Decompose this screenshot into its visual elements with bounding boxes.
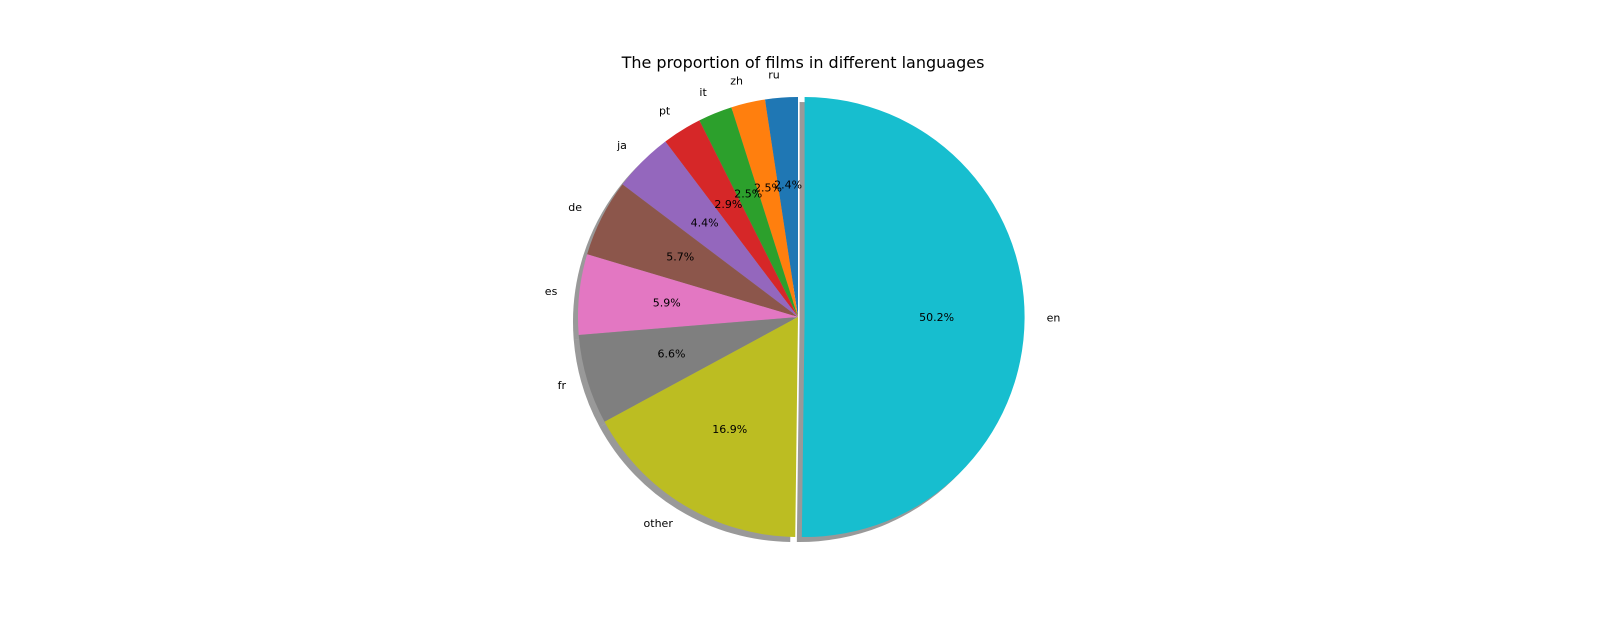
slice-label-it: it [699, 86, 707, 99]
slice-label-de: de [568, 201, 582, 214]
slice-en [801, 97, 1025, 538]
slice-ja [622, 141, 798, 317]
slice-percent-ja: 4.4% [691, 217, 719, 230]
slice-percent-en: 50.2% [919, 311, 954, 324]
slice-de [587, 184, 798, 317]
slice-percent-de: 5.7% [666, 250, 694, 263]
slice-fr [578, 317, 798, 422]
slice-percent-es: 5.9% [653, 296, 681, 309]
pie-labels: ru 2.4% zh 2.5% it 2.5% pt 2.9% ja 4.4% de 5.7% es 5.… [545, 69, 1061, 530]
chart-title: The proportion of films in different lan… [621, 53, 985, 72]
slice-label-other: other [644, 517, 674, 530]
slice-percent-fr: 6.6% [657, 348, 685, 361]
slice-it [699, 107, 798, 317]
slice-label-pt: pt [659, 104, 671, 117]
slice-label-ru: ru [768, 69, 780, 82]
slice-label-zh: zh [730, 74, 743, 87]
slice-es [577, 254, 798, 335]
slice-percent-ru: 2.4% [774, 178, 802, 191]
slice-label-fr: fr [558, 379, 567, 392]
slice-label-es: es [545, 285, 558, 298]
slice-label-ja: ja [616, 139, 627, 152]
pie-slices [577, 97, 1025, 538]
slice-pt [665, 120, 798, 317]
slice-label-en: en [1047, 312, 1061, 325]
slice-ru [764, 97, 798, 317]
slice-percent-pt: 2.9% [714, 198, 742, 211]
slice-other [604, 317, 798, 537]
slice-zh [731, 99, 798, 317]
slice-percent-other: 16.9% [712, 423, 747, 436]
slice-percent-it: 2.5% [734, 188, 762, 201]
slice-percent-zh: 2.5% [754, 181, 782, 194]
